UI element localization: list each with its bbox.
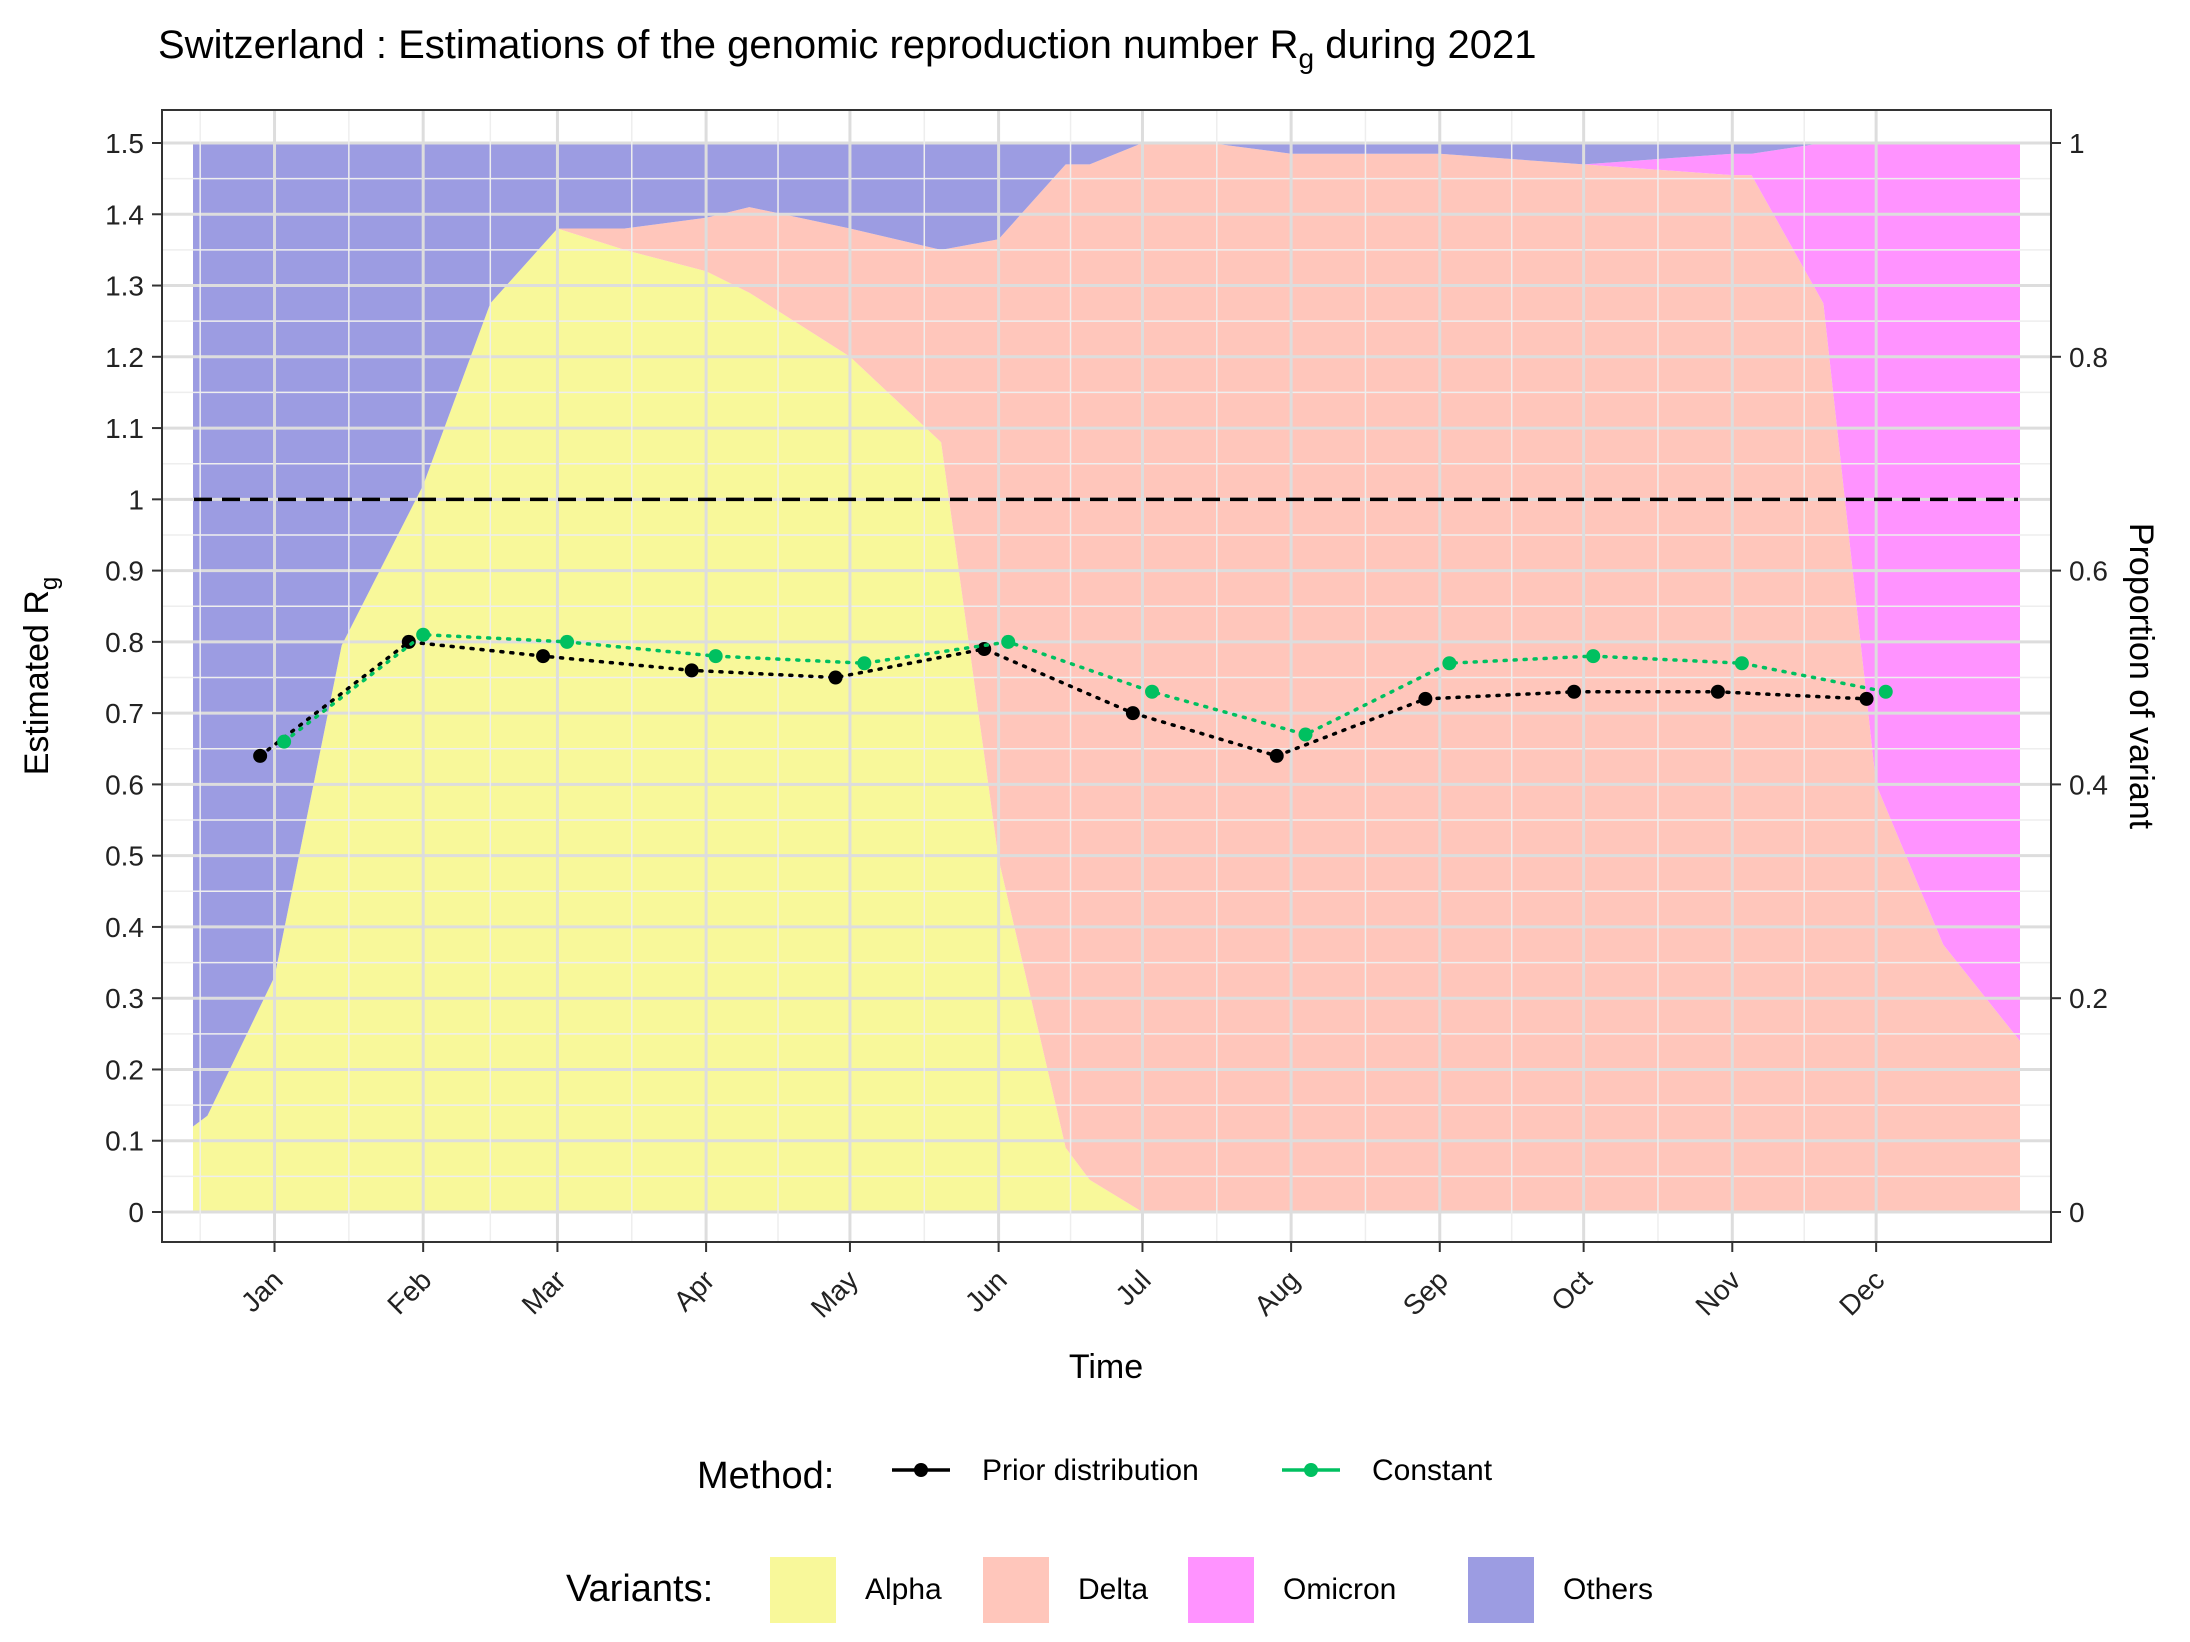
y2-axis-title: Proportion of variant [2122,523,2160,830]
y-tick-label: 0.4 [105,912,144,943]
y-tick-label: 1.1 [105,413,144,444]
y-tick-label: 0.6 [105,769,144,800]
data-point-prior-distribution [828,670,843,685]
legend: Method: Prior distribution Constant Varia… [566,1454,1653,1623]
data-point-prior-distribution [1125,706,1140,721]
y-axis-title-subscript: g [36,577,63,590]
x-axis-title: Time [1069,1348,1143,1386]
y2-tick-label: 0.4 [2069,769,2108,800]
y-tick-label: 1 [128,484,144,515]
y-axis-left: 0 0.1 0.2 0.3 0.4 0.5 0.6 0.7 0.8 0.9 1 1.1 1.2 1.3 1.… [105,128,162,1228]
plot-panel-border [161,109,2052,1243]
data-point-constant [277,734,292,749]
data-point-prior-distribution [1859,691,1874,706]
variant-legend-label: Delta [1078,1573,1148,1606]
method-legend-key-point [914,1463,928,1477]
y-tick-label: 0.5 [105,841,144,872]
y2-tick-label: 0 [2069,1197,2085,1228]
variant-legend-label: Alpha [865,1573,942,1606]
variant-legend-item-alpha: Alpha [770,1557,942,1623]
data-point-prior-distribution [1269,748,1284,763]
variant-legend-swatch [1468,1557,1534,1623]
y2-tick-label: 0.8 [2069,342,2108,373]
y-tick-label: 0.3 [105,983,144,1014]
y-tick-label: 0.2 [105,1054,144,1085]
method-legend-item-prior-distribution: Prior distribution [892,1454,1199,1487]
method-legend-label: Constant [1372,1454,1493,1487]
variants-legend-title: Variants: [566,1568,713,1610]
y-tick-label: 0.9 [105,556,144,587]
data-point-prior-distribution [684,663,699,678]
data-point-prior-distribution [1418,691,1433,706]
data-point-constant [560,634,575,649]
data-point-prior-distribution [253,748,268,763]
data-point-constant [1442,656,1457,671]
data-point-constant [416,627,431,642]
y2-tick-label: 1 [2069,128,2085,159]
y-tick-label: 1.5 [105,128,144,159]
variant-area-alpha [193,228,2020,1212]
y2-tick-label: 0.6 [2069,556,2108,587]
variant-legend-swatch [1188,1557,1254,1623]
method-legend-key-point [1304,1463,1318,1477]
chart-title: Switzerland : Estimations of the genomic… [158,23,1537,74]
variant-legend-label: Omicron [1283,1573,1396,1606]
y-tick-label: 0 [128,1197,144,1228]
data-point-prior-distribution [401,634,416,649]
variant-legend-item-omicron: Omicron [1188,1557,1396,1623]
grid [162,110,2051,1242]
variant-legend-item-others: Others [1468,1557,1653,1623]
data-point-constant [708,649,723,664]
chart-title-subscript: g [1299,43,1315,74]
y-axis-right: 0 0.2 0.4 0.6 0.8 1 [2051,128,2108,1228]
method-legend-title: Method: [697,1455,834,1497]
y-tick-label: 0.7 [105,698,144,729]
series-line-prior-distribution [258,640,1869,758]
y-tick-label: 1.3 [105,271,144,302]
variant-legend-label: Others [1563,1573,1653,1606]
method-legend-item-constant: Constant [1282,1454,1493,1487]
method-legend-label: Prior distribution [982,1454,1199,1487]
data-point-constant [1586,649,1601,664]
method-legend: Method: Prior distribution Constant [697,1454,1493,1497]
y-tick-label: 1.4 [105,199,144,230]
data-point-constant [857,656,872,671]
data-point-constant [1734,656,1749,671]
variant-legend-swatch [983,1557,1049,1623]
variant-area-others [193,143,2020,1127]
variants-legend: Variants: Alpha Delta Omicron Others [566,1557,1653,1623]
chart-title-suffix: during 2021 [1314,23,1536,67]
data-point-constant [1878,684,1893,699]
data-point-prior-distribution [1710,684,1725,699]
data-point-constant [1145,684,1160,699]
y-axis-title: Estimated Rg [18,577,63,776]
y-tick-label: 0.1 [105,1126,144,1157]
y-tick-label: 0.8 [105,627,144,658]
variant-legend-item-delta: Delta [983,1557,1148,1623]
y-tick-label: 1.2 [105,342,144,373]
data-point-prior-distribution [1567,684,1582,699]
chart-title-main: Switzerland : Estimations of the genomic… [158,23,1299,67]
data-point-constant [1001,634,1016,649]
series-lines [253,627,1893,763]
data-point-prior-distribution [536,649,551,664]
y2-tick-label: 0.2 [2069,983,2108,1014]
series-line-constant [282,632,1888,744]
variant-area-omicron [193,143,2020,1127]
data-point-constant [1298,727,1313,742]
variant-legend-swatch [770,1557,836,1623]
y-axis-title-main: Estimated R [18,590,56,775]
